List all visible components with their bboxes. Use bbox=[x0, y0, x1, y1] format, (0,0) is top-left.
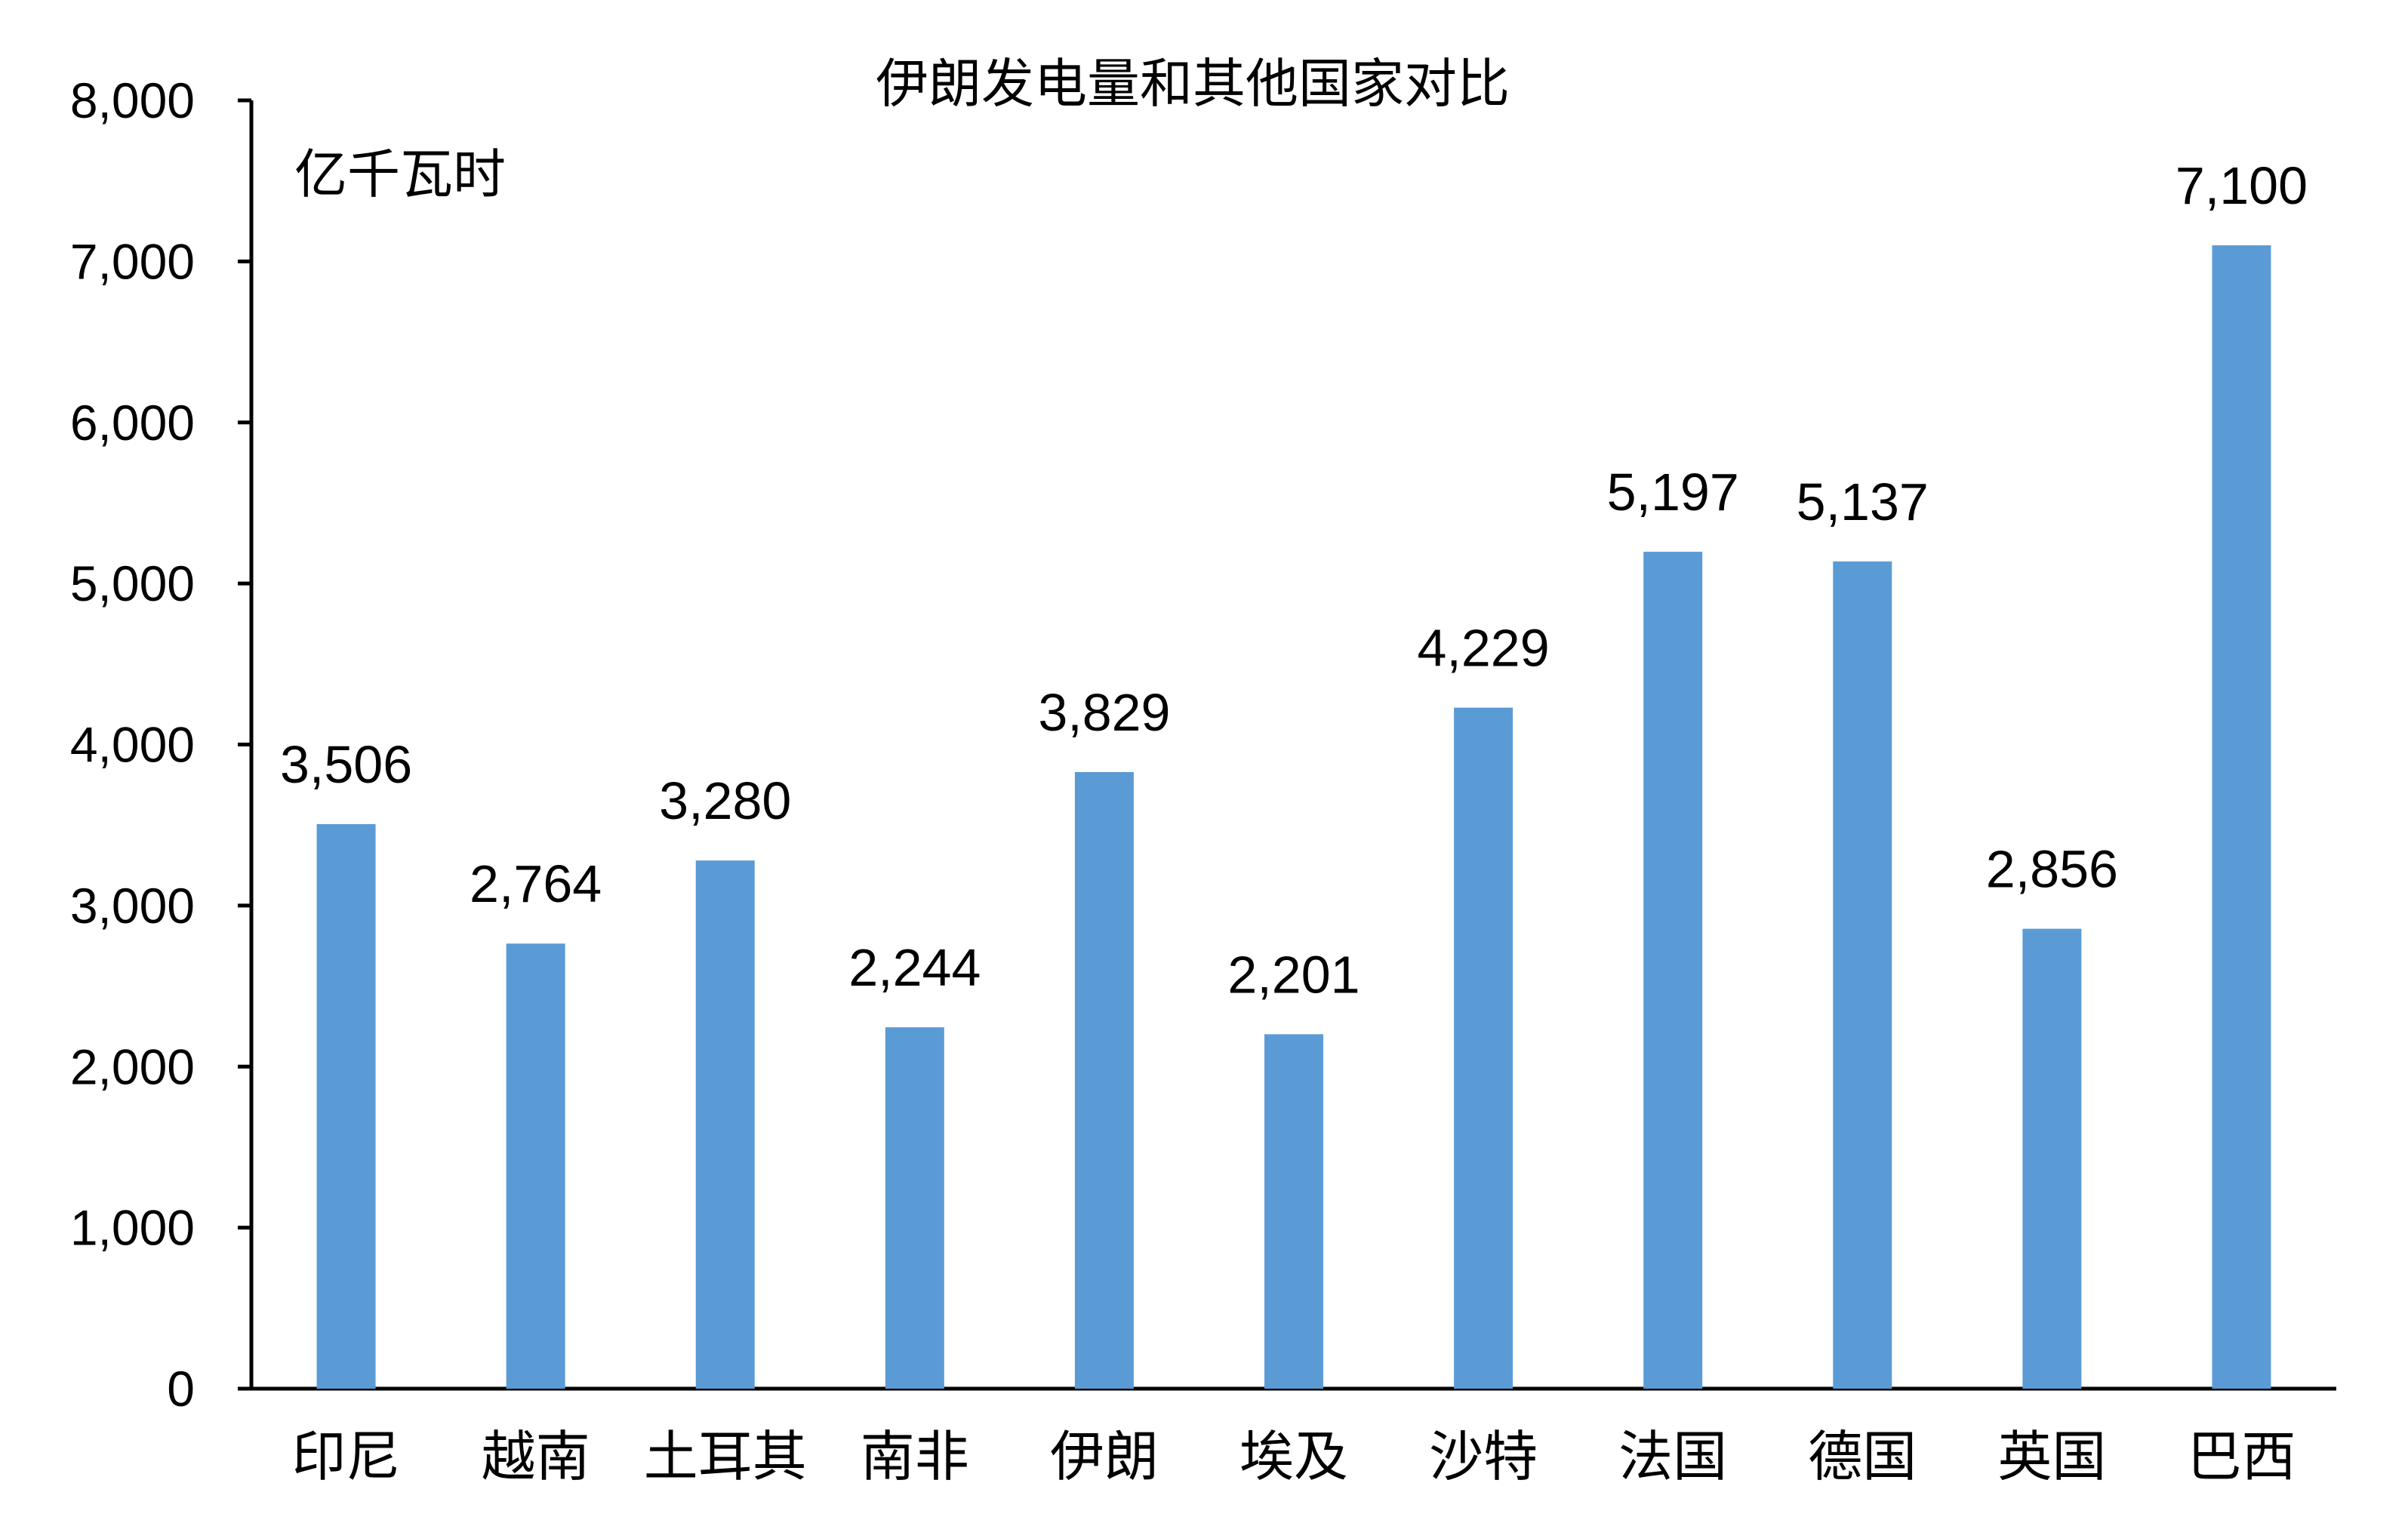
bar bbox=[1074, 771, 1134, 1389]
x-category-label: 沙特 bbox=[1429, 1427, 1538, 1488]
y-tick-label: 4,000 bbox=[70, 717, 195, 773]
x-category-label: 法国 bbox=[1618, 1427, 1727, 1488]
data-label: 2,764 bbox=[470, 854, 602, 913]
bar bbox=[506, 943, 565, 1389]
y-tick-label: 0 bbox=[167, 1361, 195, 1417]
chart-title: 伊朗发电量和其他国家对比 bbox=[876, 54, 1510, 113]
data-label: 2,856 bbox=[1986, 840, 2118, 899]
x-category-label: 南非 bbox=[861, 1427, 969, 1488]
data-label: 3,829 bbox=[1038, 683, 1170, 742]
x-axis: 印尼 越南 土耳其 南非 伊朗 埃及 沙特 法国 德国 英国 巴西 bbox=[251, 1386, 2336, 1488]
y-tick-label: 7,000 bbox=[70, 233, 195, 289]
data-label: 2,201 bbox=[1227, 945, 1360, 1004]
bars bbox=[316, 245, 2271, 1389]
x-category-label: 印尼 bbox=[292, 1427, 401, 1488]
y-tick-label: 1,000 bbox=[70, 1200, 195, 1256]
data-label: 3,506 bbox=[280, 735, 412, 794]
bar bbox=[2022, 928, 2082, 1389]
x-category-label: 英国 bbox=[1997, 1427, 2106, 1488]
y-tick-label: 5,000 bbox=[70, 555, 195, 611]
bar bbox=[1643, 552, 1703, 1389]
x-category-label: 越南 bbox=[482, 1427, 590, 1488]
y-tick-label: 6,000 bbox=[70, 395, 195, 451]
y-tick-label: 8,000 bbox=[70, 72, 195, 128]
x-category-label: 德国 bbox=[1808, 1427, 1917, 1488]
data-label: 5,197 bbox=[1607, 463, 1739, 522]
y-tick-label: 3,000 bbox=[70, 878, 195, 934]
bar bbox=[1264, 1034, 1323, 1389]
bar bbox=[1454, 707, 1513, 1389]
x-category-label: 土耳其 bbox=[644, 1427, 807, 1488]
bar bbox=[2212, 245, 2271, 1389]
x-category-label: 巴西 bbox=[2187, 1427, 2296, 1488]
x-category-label: 埃及 bbox=[1239, 1427, 1348, 1488]
y-axis-unit-label: 亿千瓦时 bbox=[294, 145, 506, 204]
bar bbox=[316, 823, 376, 1389]
data-label: 5,137 bbox=[1797, 472, 1929, 531]
data-label: 2,244 bbox=[848, 938, 981, 997]
data-label: 7,100 bbox=[2176, 156, 2308, 215]
bar bbox=[695, 860, 755, 1389]
data-label: 4,229 bbox=[1418, 619, 1550, 678]
x-category-label: 伊朗 bbox=[1050, 1427, 1159, 1488]
bar bbox=[885, 1027, 944, 1389]
data-labels: 3,506 2,764 3,280 2,244 3,829 2,201 4,229 5,197… bbox=[280, 156, 2308, 1004]
bar bbox=[1833, 561, 1892, 1389]
y-tick-label: 2,000 bbox=[70, 1038, 195, 1094]
data-label: 3,280 bbox=[659, 771, 791, 830]
y-axis: 0 1,000 2,000 3,000 4,000 5,000 6,000 7,000 8,00… bbox=[70, 72, 254, 1417]
